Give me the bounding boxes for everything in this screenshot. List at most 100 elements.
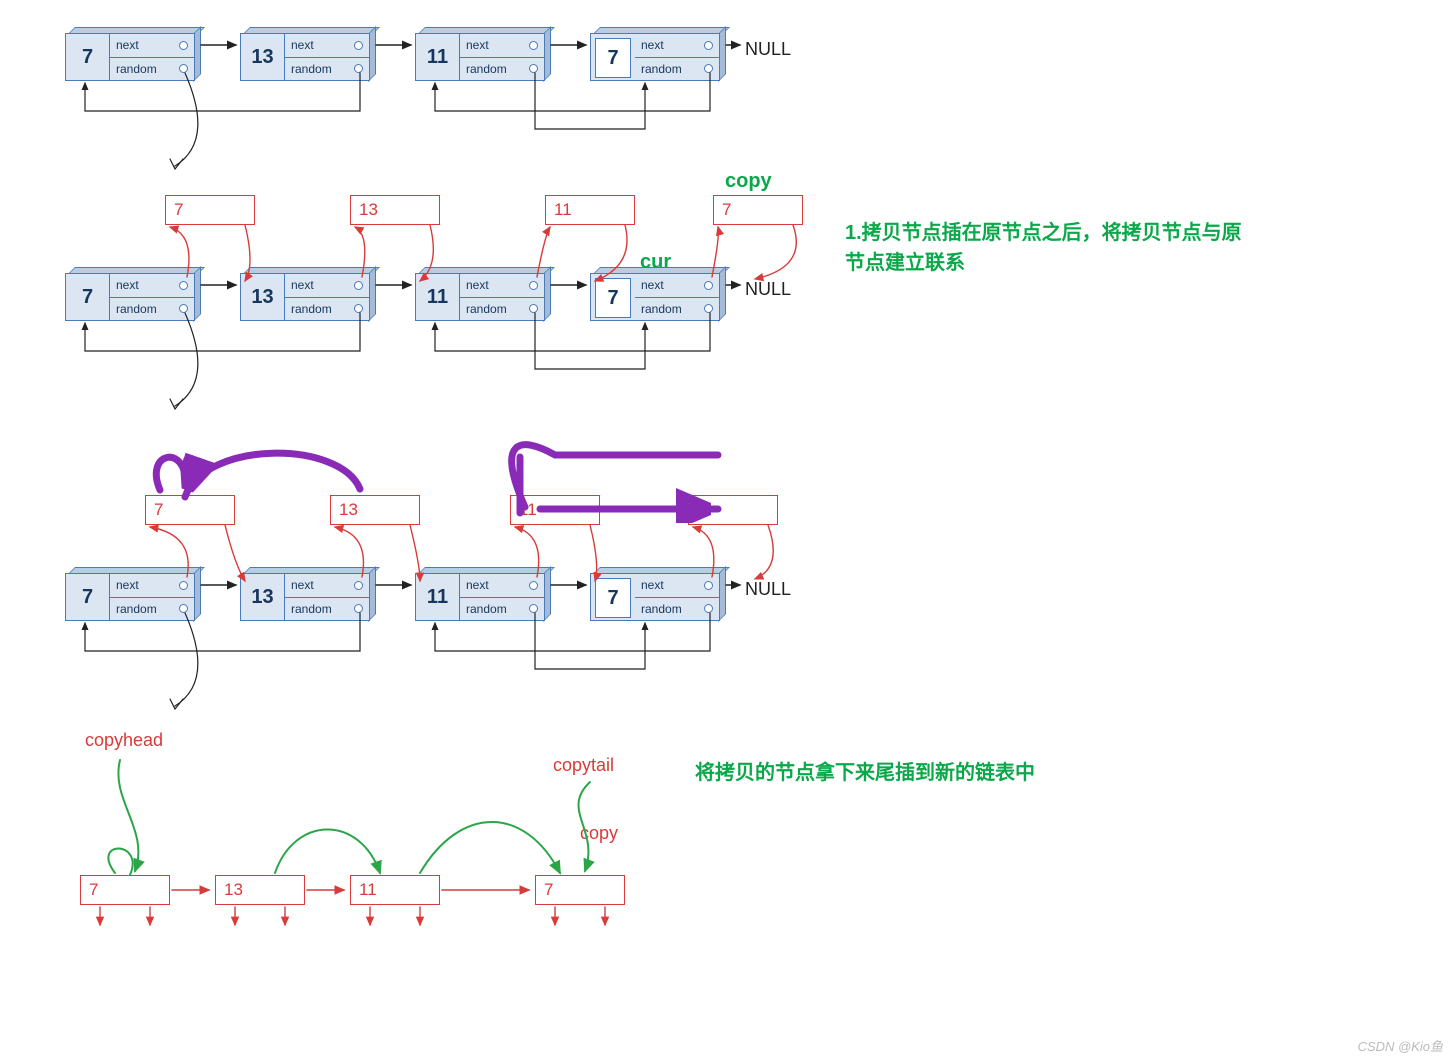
null-label: NULL — [745, 39, 791, 60]
ptr-dot-icon — [529, 604, 538, 613]
linked-list-node: 7 next random — [590, 573, 720, 621]
ptr-dot-icon — [529, 41, 538, 50]
ptr-label: random — [116, 602, 157, 616]
copy-node: 13 — [330, 495, 420, 525]
ptr-label: next — [641, 278, 664, 292]
ptr-dot-icon — [529, 64, 538, 73]
random-ptr: random — [285, 58, 369, 81]
node-value: 7 — [595, 278, 631, 318]
ptr-dot-icon — [179, 64, 188, 73]
node-value: 7 — [595, 578, 631, 618]
random-ptr: random — [285, 298, 369, 321]
next-ptr: next — [635, 274, 719, 298]
next-ptr: next — [285, 274, 369, 298]
copy-node: 7 — [713, 195, 803, 225]
copy-node: 7 — [535, 875, 625, 905]
ptr-dot-icon — [704, 41, 713, 50]
linked-list-node: 13nextrandom — [240, 273, 370, 321]
ptr-label: random — [291, 602, 332, 616]
ptr-label: random — [291, 62, 332, 76]
ptr-label: random — [116, 302, 157, 316]
copy-label: copy — [725, 170, 772, 193]
null-label: NULL — [745, 579, 791, 600]
next-ptr: next — [110, 34, 194, 58]
next-ptr: next — [635, 574, 719, 598]
ptr-label: next — [641, 38, 664, 52]
next-ptr: next — [635, 34, 719, 58]
linked-list-node: 7 next random — [65, 573, 195, 621]
ptr-label: random — [466, 602, 507, 616]
ptr-dot-icon — [354, 604, 363, 613]
node-value: 13 — [241, 34, 285, 80]
null-label: NULL — [745, 279, 791, 300]
linked-list-node: 13nextrandom — [240, 573, 370, 621]
ptr-label: random — [116, 62, 157, 76]
random-ptr: random — [460, 298, 544, 321]
cur-label: cur — [640, 251, 671, 274]
next-ptr: next — [460, 574, 544, 598]
random-ptr: random — [285, 598, 369, 621]
step2-text: 将拷贝的节点拿下来尾插到新的链表中 — [695, 758, 1035, 788]
ptr-dot-icon — [179, 604, 188, 613]
random-ptr: random — [460, 58, 544, 81]
copy-node: 13 — [215, 875, 305, 905]
copy-label-small: copy — [580, 823, 618, 844]
ptr-dot-icon — [179, 304, 188, 313]
linked-list-node: 7nextrandom — [65, 33, 195, 81]
ptr-dot-icon — [354, 281, 363, 290]
copy-node: 13 — [350, 195, 440, 225]
ptr-dot-icon — [704, 604, 713, 613]
ptr-dot-icon — [179, 581, 188, 590]
ptr-dot-icon — [179, 281, 188, 290]
node-value: 11 — [416, 274, 460, 320]
copy-node: 7 — [80, 875, 170, 905]
ptr-dot-icon — [704, 581, 713, 590]
random-ptr: random — [635, 298, 719, 321]
copy-node: 11 — [545, 195, 635, 225]
ptr-dot-icon — [704, 281, 713, 290]
linked-list-node: 11nextrandom — [415, 33, 545, 81]
random-ptr: random — [110, 58, 194, 81]
ptr-label: next — [466, 278, 489, 292]
copy-node: 7 — [165, 195, 255, 225]
watermark: CSDN @Kio鱼 — [1358, 1036, 1443, 1055]
ptr-label: random — [641, 602, 682, 616]
ptr-dot-icon — [354, 581, 363, 590]
next-ptr: next — [460, 34, 544, 58]
step1-text: 1.拷贝节点插在原节点之后，将拷贝节点与原节点建立联系 — [845, 218, 1242, 278]
copytail-label: copytail — [553, 755, 614, 776]
ptr-dot-icon — [529, 304, 538, 313]
next-ptr: next — [110, 574, 194, 598]
ptr-dot-icon — [529, 281, 538, 290]
ptr-dot-icon — [354, 41, 363, 50]
linked-list-node: 7 next random — [590, 33, 720, 81]
linked-list-node: 7 next random — [590, 273, 720, 321]
node-value: 7 — [66, 574, 110, 620]
random-ptr: random — [110, 598, 194, 621]
random-ptr: random — [110, 298, 194, 321]
copy-node: 11 — [510, 495, 600, 525]
ptr-label: random — [466, 62, 507, 76]
random-ptr: random — [635, 58, 719, 81]
linked-list-node: 7nextrandom — [65, 273, 195, 321]
node-value: 7 — [595, 38, 631, 78]
ptr-dot-icon — [179, 41, 188, 50]
linked-list-node: 13next random — [240, 33, 370, 81]
ptr-label: next — [116, 578, 139, 592]
ptr-dot-icon — [354, 304, 363, 313]
node-value: 11 — [416, 574, 460, 620]
copy-node: 11 — [350, 875, 440, 905]
ptr-dot-icon — [529, 581, 538, 590]
ptr-label: next — [116, 278, 139, 292]
next-ptr: next — [460, 274, 544, 298]
linked-list-node: 11next random — [415, 573, 545, 621]
next-ptr: next — [285, 34, 369, 58]
ptr-dot-icon — [704, 304, 713, 313]
random-ptr: random — [460, 598, 544, 621]
copy-node: 7 — [688, 495, 778, 525]
random-ptr: random — [635, 598, 719, 621]
copy-node: 7 — [145, 495, 235, 525]
ptr-label: next — [641, 578, 664, 592]
linked-list-node: 11 next random — [415, 273, 545, 321]
copyhead-label: copyhead — [85, 730, 163, 751]
